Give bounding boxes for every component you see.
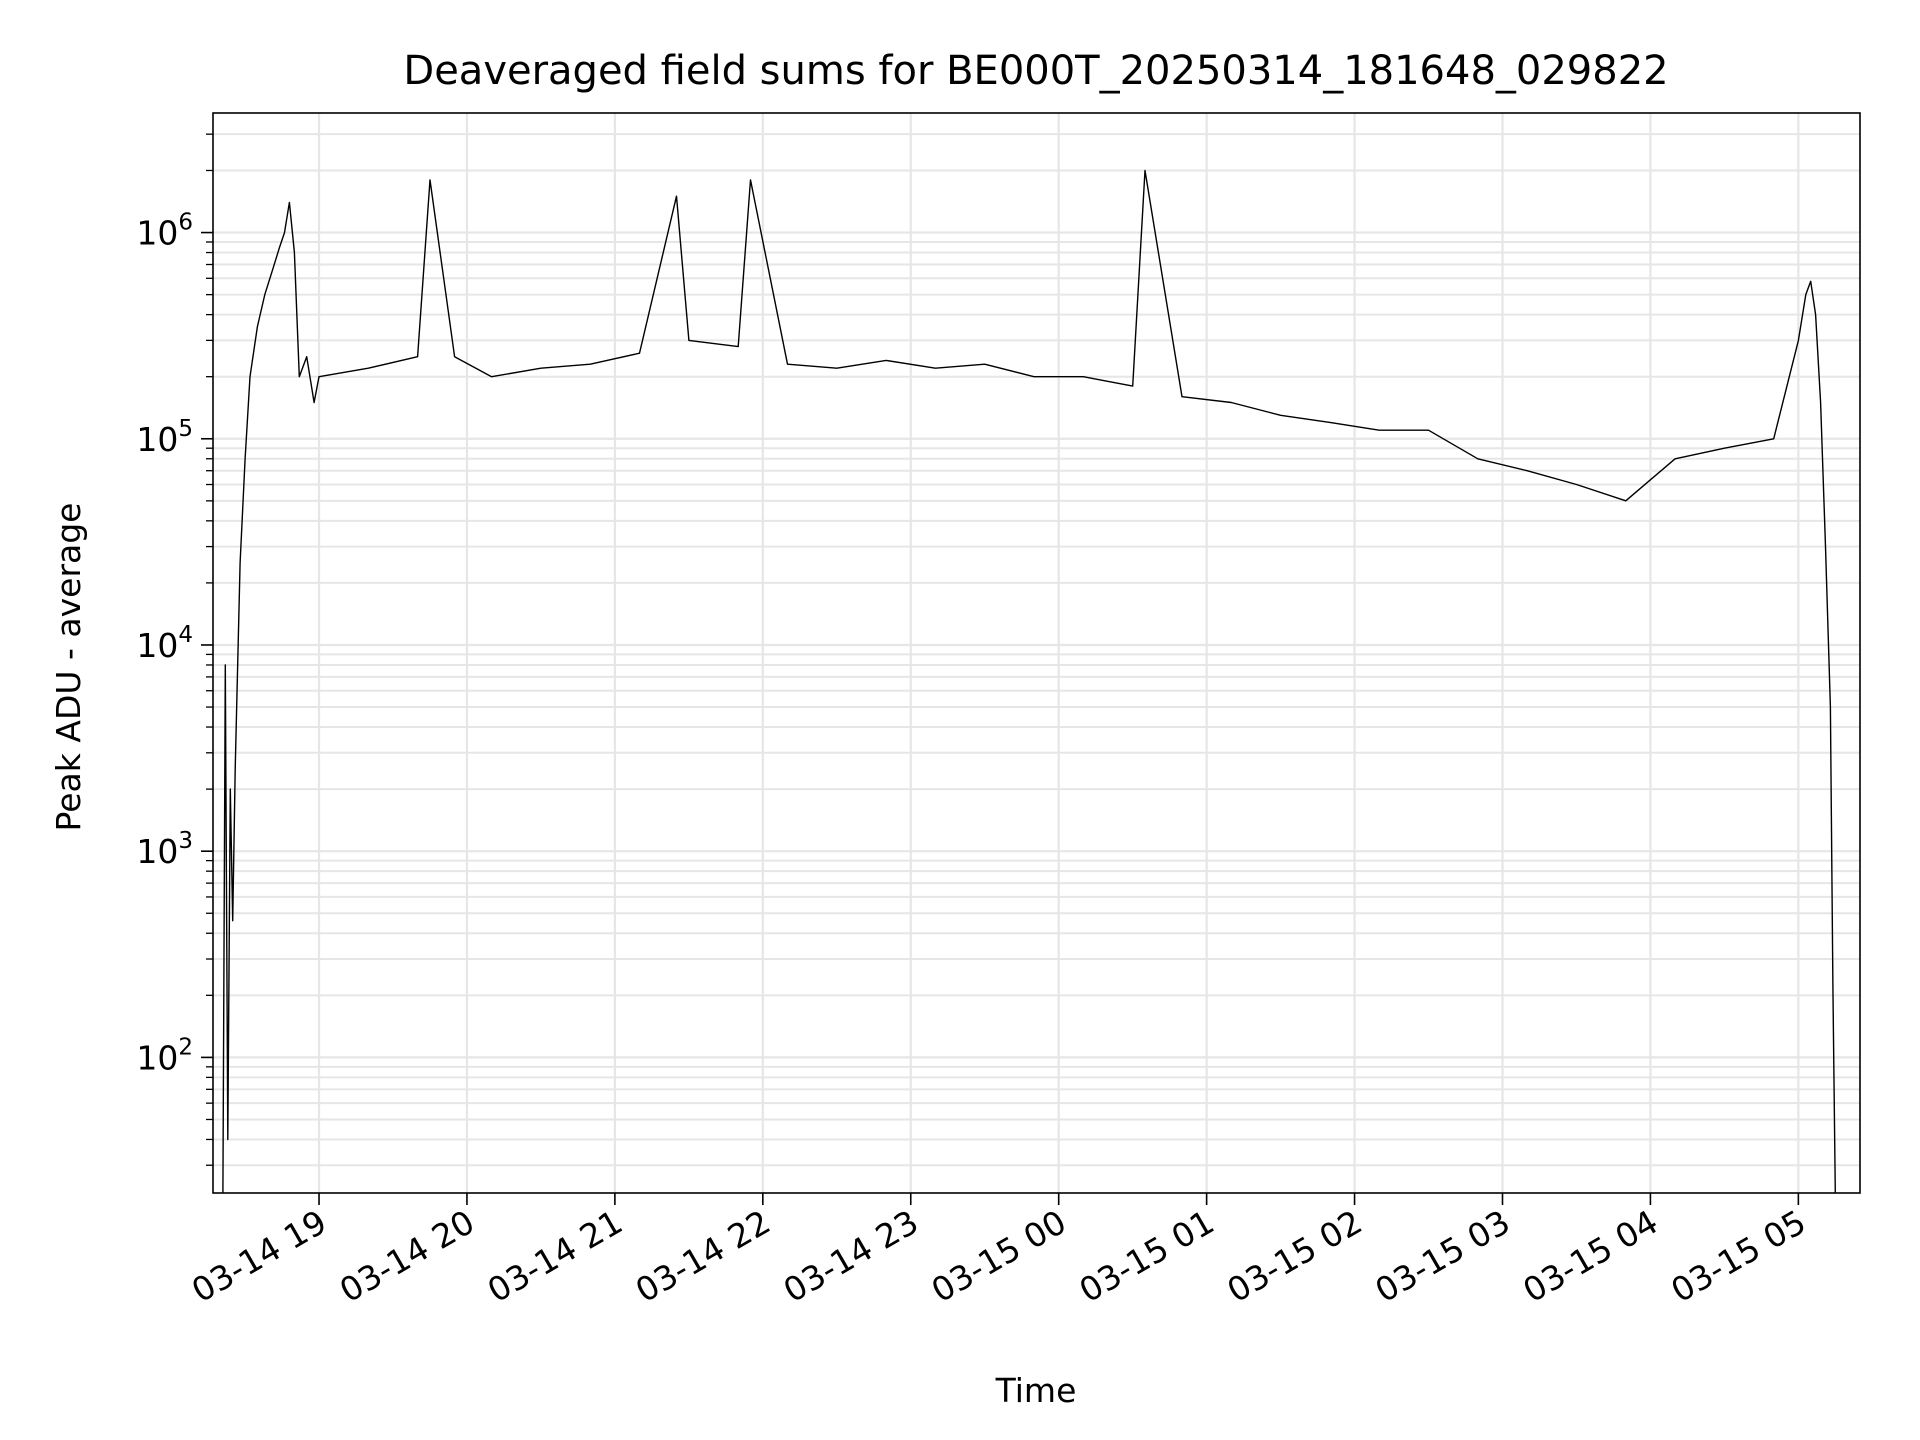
y-tick-label: 105 [136, 416, 193, 459]
y-tick-label-base: 10 [136, 832, 178, 871]
series-line [222, 169, 1837, 1194]
y-tick-label: 103 [136, 828, 193, 871]
y-tick-label-base: 10 [136, 1038, 178, 1077]
y-tick-label-exponent: 3 [178, 828, 193, 854]
y-tick-label: 102 [136, 1034, 193, 1077]
y-tick-label-exponent: 5 [178, 416, 193, 442]
y-tick-label: 104 [136, 622, 193, 665]
y-tick-label-exponent: 4 [178, 622, 193, 648]
grid [213, 113, 1860, 1193]
x-axis-label: Time [995, 1371, 1077, 1410]
y-tick-label: 106 [136, 210, 193, 253]
chart-title: Deaveraged field sums for BE000T_2025031… [403, 48, 1668, 94]
y-tick-label-base: 10 [136, 214, 178, 253]
plot-frame [212, 112, 1861, 1194]
y-tick-label-base: 10 [136, 420, 178, 459]
y-tick-label-exponent: 2 [178, 1034, 193, 1060]
y-axis-label: Peak ADU - average [49, 503, 88, 832]
series-line-group [222, 169, 1837, 1194]
y-tick-label-exponent: 6 [178, 210, 193, 236]
y-tick-label-base: 10 [136, 626, 178, 665]
